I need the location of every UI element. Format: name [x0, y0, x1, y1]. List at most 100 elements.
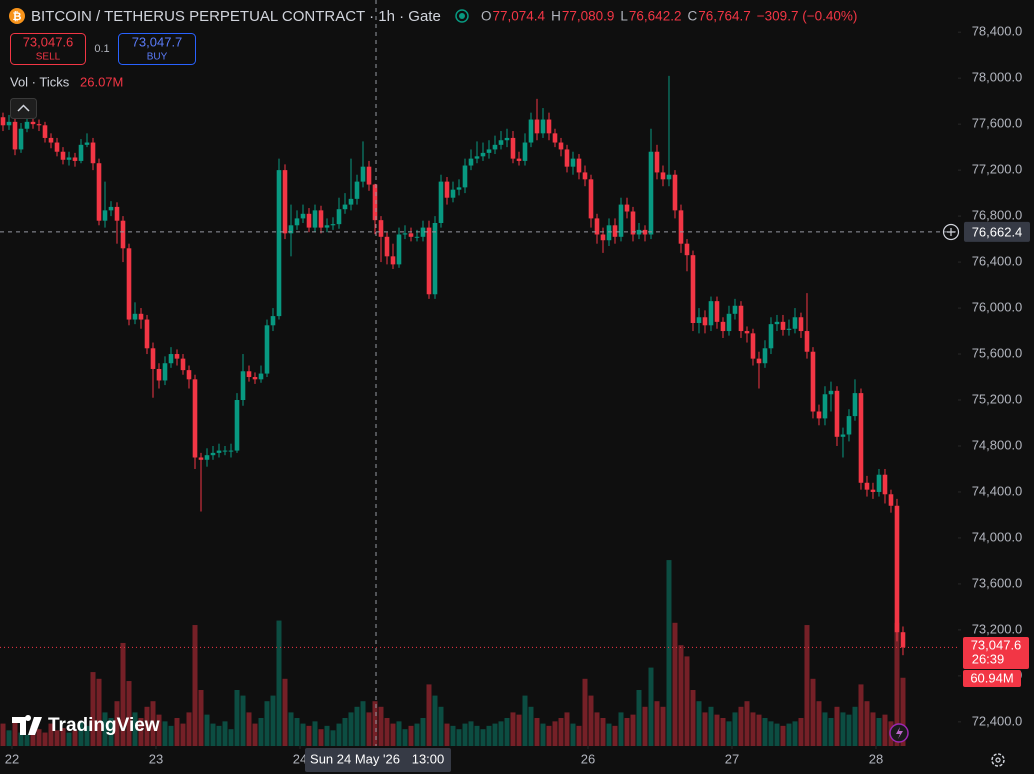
volume-bar [666, 560, 672, 746]
volume-bar [360, 701, 366, 746]
volume-bar [216, 725, 222, 746]
candle-body [756, 358, 762, 364]
buy-button[interactable] [118, 33, 196, 65]
candle-body [450, 189, 456, 198]
y-tick-label: 77,200.0 [972, 162, 1023, 177]
candle-body [144, 319, 150, 349]
y-tick-label: 78,000.0 [972, 70, 1023, 85]
volume-bar [336, 723, 342, 746]
volume-bar [882, 714, 888, 746]
sell-price[interactable]: 73,047.6 [23, 34, 74, 49]
candle-body [192, 379, 198, 458]
volume-bar [792, 721, 798, 746]
buy-price[interactable]: 73,047.7 [132, 34, 183, 49]
candle-body [288, 225, 294, 234]
candle-body [132, 313, 138, 320]
volume-bar [114, 701, 120, 746]
volume-bar [606, 723, 612, 746]
volume-bar [276, 620, 282, 746]
candle-body [0, 117, 6, 126]
candle-body [876, 474, 882, 492]
candle-body [432, 222, 438, 295]
add-alert-button[interactable] [942, 223, 960, 241]
volume-bar [630, 714, 636, 746]
symbol-title: BITCOIN / TETHERUS PERPETUAL CONTRACT · … [31, 8, 441, 25]
indicator-name: Vol · Ticks [10, 74, 70, 89]
legend-key: O [481, 9, 492, 24]
volume-bar [480, 729, 486, 746]
bitcoin-symbol: ₿ [13, 11, 22, 23]
candle-body [414, 236, 420, 238]
candle-layer [0, 75, 906, 656]
crosshair-date: Sun 24 May '26 [310, 751, 400, 766]
volume-bar [804, 625, 810, 746]
candle-body [246, 371, 252, 378]
volume-bar [180, 723, 186, 746]
candle-body [60, 151, 66, 160]
x-tick-label: 27 [725, 751, 739, 766]
lightning-icon[interactable] [896, 727, 903, 739]
volume-bar [522, 695, 528, 746]
volume-bar [516, 714, 522, 746]
collapse-icon[interactable] [17, 104, 30, 112]
crosshair-price-box [964, 221, 1030, 242]
candle-body [270, 316, 276, 326]
candle-body [180, 358, 186, 371]
volume-bar [198, 690, 204, 746]
candle-body [282, 170, 288, 234]
candle-body [630, 211, 636, 235]
candle-body [12, 121, 18, 150]
candle-body [540, 119, 546, 134]
candle-body [312, 210, 318, 228]
volume-bar [786, 723, 792, 746]
volume-bar [318, 729, 324, 746]
candle-body [690, 255, 696, 323]
candle-body [684, 243, 690, 256]
bitcoin-logo [9, 8, 25, 24]
price-axis: 72,400.072,800.073,200.073,600.074,000.0… [958, 24, 1023, 728]
volume-bar [750, 712, 756, 746]
buy-label[interactable]: BUY [147, 52, 168, 63]
volume-bar [42, 732, 48, 746]
settings-icon[interactable] [995, 757, 1001, 763]
candle-body [804, 331, 810, 352]
volume-bar [654, 701, 660, 746]
volume-bar [312, 721, 318, 746]
volume-bar [690, 690, 696, 746]
candle-body [534, 119, 540, 134]
legend-key: L [620, 9, 628, 24]
candle-body [330, 224, 336, 226]
volume-bar [552, 721, 558, 746]
collapse-button[interactable] [10, 98, 37, 119]
x-tick-label: 23 [149, 751, 163, 766]
candle-body [306, 213, 312, 228]
volume-bar [234, 690, 240, 746]
candle-body [162, 363, 168, 381]
add-alert-icon[interactable] [947, 228, 955, 236]
volume-bar [504, 718, 510, 746]
volume-bar [150, 701, 156, 746]
sell-label[interactable]: SELL [36, 52, 61, 63]
volume-bar [858, 684, 864, 746]
sell-button[interactable] [10, 33, 86, 65]
candle-body [102, 210, 108, 221]
volume-bar [126, 681, 132, 746]
settings-button[interactable] [991, 753, 1005, 767]
y-tick-label: 75,600.0 [972, 345, 1023, 360]
volume-bar [246, 712, 252, 746]
candle-body [348, 198, 354, 205]
volume-bar [474, 725, 480, 746]
candle-body [852, 393, 858, 417]
y-tick-label: 76,800.0 [972, 208, 1023, 223]
candle-body [240, 371, 246, 401]
volume-bar [306, 725, 312, 746]
volume-bar [462, 723, 468, 746]
volume-bar [366, 712, 372, 746]
volume-bar [342, 718, 348, 746]
volume-bar [540, 723, 546, 746]
tradingview-wordmark: TradingView [48, 715, 160, 736]
countdown: 26:39 [972, 651, 1005, 666]
volume-bar [642, 706, 648, 746]
volume-bar [168, 725, 174, 746]
candle-body [222, 450, 228, 452]
